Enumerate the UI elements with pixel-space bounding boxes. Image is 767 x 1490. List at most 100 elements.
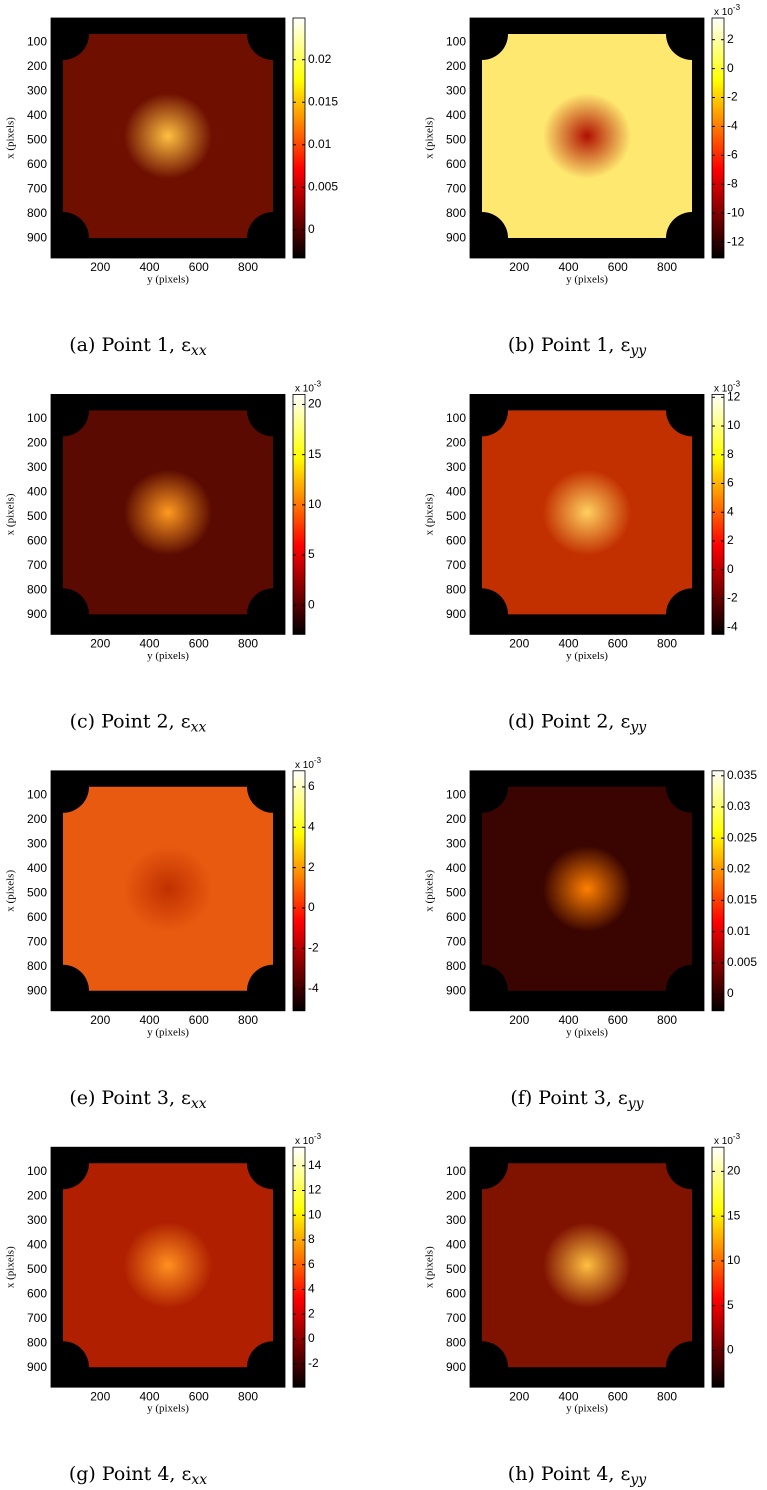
y-tick-label: 800	[446, 959, 466, 973]
heatmap-image	[482, 34, 692, 238]
x-tick-label: 200	[509, 260, 529, 274]
y-tick-label: 900	[27, 231, 47, 245]
y-tick-label: 600	[446, 157, 466, 171]
y-tick-label: 500	[446, 133, 466, 147]
colorbar-tick-label: -4	[308, 981, 319, 995]
x-tick-label: 200	[509, 637, 529, 651]
x-tick-label: 600	[608, 1013, 628, 1027]
colorbar-scale: x 10-3	[714, 1132, 741, 1147]
colorbar-tick-label: 4	[727, 504, 734, 518]
colorbar-tick-label: 0	[308, 597, 315, 611]
colorbar-tick-label: 0	[308, 222, 315, 236]
y-axis-label: x (pixels)	[5, 117, 17, 159]
colorbar	[292, 770, 306, 1012]
colorbar-tick-label: 0.03	[727, 799, 751, 813]
x-tick-label: 200	[509, 1389, 529, 1403]
x-tick-label: 200	[90, 637, 110, 651]
colorbar-tick-label: 0	[308, 1331, 315, 1345]
caption: (b) Point 1, εyy	[508, 334, 647, 359]
colorbar-scale-exponent: -3	[314, 1132, 322, 1141]
colorbar-scale-base: x 10	[295, 759, 314, 770]
colorbar-tick-label: 15	[727, 1208, 741, 1222]
colorbar-tick-label: 12	[308, 1183, 322, 1197]
colorbar-tick-label: 5	[308, 547, 315, 561]
x-tick-label: 400	[140, 637, 160, 651]
x-axis-label: y (pixels)	[566, 1026, 608, 1038]
y-tick-label: 900	[27, 1360, 47, 1374]
colorbar-tick-label: 4	[308, 1282, 315, 1296]
colorbar-tick-label: 0	[727, 61, 734, 75]
colorbar-tick-label: -2	[308, 1356, 319, 1370]
heatmap-image	[63, 34, 273, 238]
colorbar-tick-label: 6	[727, 476, 734, 490]
colorbar	[292, 393, 306, 635]
x-tick-label: 400	[559, 637, 579, 651]
heatmap-image	[482, 1163, 692, 1368]
colorbar	[711, 17, 725, 259]
panel: 200 400 600 800 100 200 300 400 500 600 700 800 900 y…	[5, 756, 322, 1112]
caption-text: (g) Point 4, ε	[69, 1463, 191, 1485]
y-tick-label: 100	[27, 35, 47, 49]
colorbar-tick-label: 8	[308, 1232, 315, 1246]
y-tick-label: 500	[27, 509, 47, 523]
y-tick-label: 500	[27, 133, 47, 147]
x-tick-label: 200	[509, 1013, 529, 1027]
x-tick-label: 800	[238, 1389, 258, 1403]
colorbar-scale-base: x 10	[714, 1136, 733, 1147]
colorbar-tick-label: 10	[308, 497, 322, 511]
x-tick-label: 400	[559, 1013, 579, 1027]
y-axis-label: x (pixels)	[5, 493, 17, 535]
heatmap-image	[63, 410, 273, 615]
x-tick-label: 400	[140, 260, 160, 274]
x-tick-label: 800	[657, 1389, 677, 1403]
colorbar-tick-label: 20	[308, 397, 322, 411]
caption: (f) Point 3, εyy	[510, 1087, 644, 1112]
caption-text: (a) Point 1, ε	[69, 334, 191, 356]
y-axis-label: x (pixels)	[5, 1246, 17, 1288]
colorbar-tick-label: 2	[308, 860, 315, 874]
y-axis-label: x (pixels)	[424, 1246, 436, 1288]
colorbar-scale: x 10-3	[714, 3, 741, 18]
colorbar-scale-base: x 10	[295, 1136, 314, 1147]
y-tick-label: 900	[446, 231, 466, 245]
axes-frame	[469, 770, 705, 1012]
y-tick-label: 500	[27, 885, 47, 899]
y-tick-label: 200	[446, 436, 466, 450]
y-tick-label: 500	[446, 509, 466, 523]
y-tick-label: 300	[27, 460, 47, 474]
colorbar-scale-exponent: -3	[314, 756, 322, 765]
colorbar-tick-label: -2	[308, 940, 319, 954]
colorbar-scale: x 10-3	[295, 380, 322, 395]
caption-text: (f) Point 3, ε	[510, 1087, 627, 1109]
colorbar-tick-label: 10	[727, 418, 741, 432]
y-tick-label: 300	[27, 1213, 47, 1227]
y-tick-label: 600	[446, 1286, 466, 1300]
y-tick-label: 800	[27, 959, 47, 973]
x-tick-label: 800	[657, 637, 677, 651]
x-axis-label: y (pixels)	[566, 650, 608, 662]
colorbar-tick-label: 0	[727, 562, 734, 576]
axes-frame	[469, 17, 705, 259]
y-tick-label: 700	[27, 182, 47, 196]
colorbar-tick-label: 12	[727, 389, 741, 403]
colorbar-scale-exponent: -3	[733, 1132, 741, 1141]
panel: 200 400 600 800 100 200 300 400 500 600 700 800 900 y…	[5, 17, 338, 359]
axes-frame	[50, 1146, 286, 1388]
y-tick-label: 100	[27, 1164, 47, 1178]
y-tick-label: 700	[27, 558, 47, 572]
y-tick-label: 400	[446, 1237, 466, 1251]
colorbar-tick-label: -8	[727, 176, 738, 190]
x-axis-label: y (pixels)	[147, 1403, 189, 1415]
y-tick-label: 300	[446, 460, 466, 474]
y-tick-label: 400	[27, 861, 47, 875]
colorbar-tick-label: 0.01	[727, 924, 751, 938]
colorbar-tick-label: 10	[308, 1207, 322, 1221]
caption-subscript: xx	[191, 1472, 207, 1488]
y-tick-label: 300	[27, 836, 47, 850]
x-axis-label: y (pixels)	[147, 1026, 189, 1038]
axes-frame	[469, 1146, 705, 1388]
colorbar-scale: x 10-3	[714, 380, 741, 395]
colorbar-tick-label: 0.015	[308, 94, 338, 108]
y-axis-label: x (pixels)	[424, 870, 436, 912]
